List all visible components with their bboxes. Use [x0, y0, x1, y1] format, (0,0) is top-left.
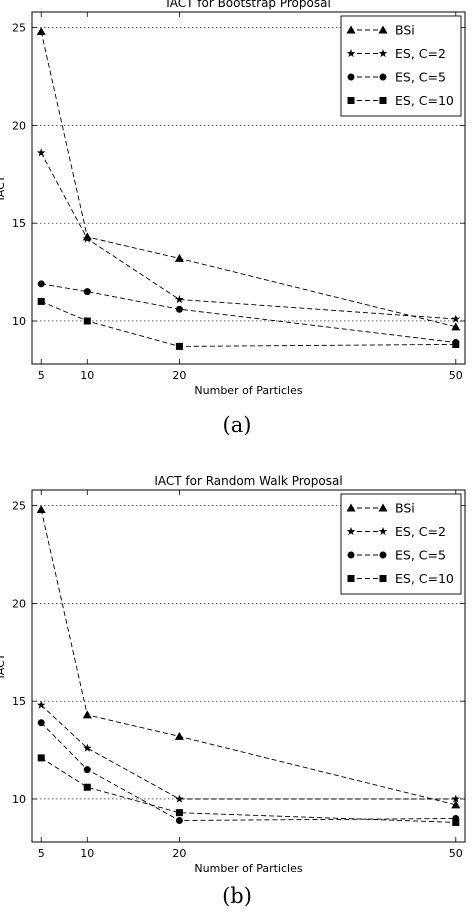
chart-a-point-s2-1 — [83, 288, 91, 296]
chart-b-series-line-0 — [40, 509, 456, 806]
chart-a-title: IACT for Bootstrap Proposal — [166, 0, 331, 10]
chart-a-legend-label-2: ES, C=5 — [395, 70, 446, 85]
chart-b-point-s3-0 — [37, 754, 45, 762]
chart-a-xtick-label-50: 50 — [449, 369, 463, 382]
chart-b-legend-label-2: ES, C=5 — [395, 548, 446, 563]
caption-a: (a) — [222, 413, 252, 437]
chart-a-ylabel: IACT — [0, 175, 7, 200]
chart-b-point-s0-2 — [174, 731, 184, 740]
chart-a-legend-marker-a-0 — [346, 25, 356, 34]
chart-a-point-s2-2 — [175, 305, 183, 313]
chart-b-point-s0-3 — [451, 800, 461, 809]
chart-b-xtick-label-10: 10 — [80, 847, 94, 860]
chart-b-legend-box — [340, 493, 462, 595]
chart-a-point-s1-1 — [83, 234, 92, 243]
chart-a-plot-frame — [31, 11, 466, 365]
chart-a-point-s2-0 — [37, 280, 45, 288]
chart-a-legend-marker-b-2 — [379, 73, 387, 81]
chart-a-ytick-label-15: 15 — [12, 217, 26, 230]
chart-b-legend-marker-b-1 — [378, 527, 388, 536]
chart-a-point-s3-2 — [175, 342, 183, 350]
chart-a-xtick-label-5: 5 — [38, 369, 45, 382]
chart-a-xtick-label-10: 10 — [80, 369, 94, 382]
chart-b-point-s1-0 — [36, 700, 46, 709]
chart-b-legend-label-0: BSi — [395, 501, 415, 516]
figure-a: 10 15 20 25 5 10 20 50 IACT for Bootstrap Propos… — [0, 0, 474, 452]
chart-a-ytick-label-25: 25 — [12, 22, 26, 35]
chart-b-ytick-label-20: 20 — [12, 597, 26, 610]
chart-b-legend-marker-a-1 — [346, 527, 356, 536]
chart-a-ytick-label-20: 20 — [12, 119, 26, 132]
chart-b-ylabel: IACT — [0, 653, 7, 678]
chart-a-series-line-2 — [41, 283, 456, 343]
chart-b-point-s0-0 — [36, 505, 46, 514]
chart-a-point-s1-3 — [451, 314, 461, 323]
chart-a-legend-marker-a-3 — [347, 97, 355, 104]
chart-b-point-s1-1 — [83, 743, 92, 752]
chart-a-legend-marker-b-1 — [378, 49, 388, 58]
chart-b-legend-label-3: ES, C=10 — [395, 571, 454, 586]
chart-a-xlabel: Number of Particles — [194, 384, 302, 397]
chart-b-title: IACT for Random Walk Proposal — [154, 474, 342, 488]
chart-a-point-s3-0 — [37, 297, 45, 305]
caption-b: (b) — [222, 884, 252, 908]
chart-b-legend-marker-b-3 — [379, 575, 387, 582]
chart-a-legend-marker-a-2 — [347, 73, 355, 81]
chart-b-xtick-label-20: 20 — [172, 847, 186, 860]
chart-a-legend-label-0: BSi — [395, 23, 415, 38]
chart-a-legend-label-1: ES, C=2 — [395, 46, 446, 61]
chart-a-point-s0-3 — [451, 322, 461, 331]
chart-b-point-s1-2 — [175, 794, 184, 803]
chart-b-legend-marker-a-0 — [346, 503, 356, 512]
chart-b-legend-marker-b-2 — [379, 551, 387, 559]
chart-b-point-s2-2 — [175, 816, 183, 824]
chart-a-ytick-label-10: 10 — [12, 315, 26, 328]
chart-b-point-s3-2 — [175, 809, 183, 817]
chart-a-series-line-3 — [41, 300, 456, 347]
chart-b-legend-marker-a-3 — [347, 575, 355, 582]
chart-b-point-s1-3 — [451, 794, 461, 803]
chart-a-point-s3-1 — [83, 317, 91, 325]
chart-a-point-s0-2 — [174, 253, 184, 262]
chart-b-ytick-label-25: 25 — [12, 500, 26, 513]
chart-b-series-line-2 — [40, 722, 456, 821]
chart-b-series-line-3 — [40, 757, 456, 823]
chart-a-bootstrap: 10 15 20 25 5 10 20 50 IACT for Bootstrap Propos… — [0, 0, 466, 397]
chart-a-xtick-label-20: 20 — [172, 369, 186, 382]
chart-a-legend-marker-b-0 — [378, 25, 388, 34]
chart-b-point-s0-1 — [82, 710, 92, 719]
chart-a-legend-label-3: ES, C=10 — [395, 93, 454, 108]
chart-b-point-s2-1 — [83, 766, 91, 774]
chart-a-legend-box — [340, 15, 462, 117]
chart-a-series-line-1 — [40, 152, 456, 320]
chart-b-point-s3-1 — [83, 783, 91, 791]
chart-a-series-line-0 — [40, 31, 456, 328]
chart-b-point-s2-0 — [37, 719, 45, 727]
chart-b-plot-frame — [31, 489, 466, 843]
chart-b-legend-marker-a-2 — [347, 551, 355, 559]
chart-b-ytick-label-15: 15 — [12, 695, 26, 708]
chart-b-series-line-1 — [40, 704, 456, 800]
chart-b-xlabel: Number of Particles — [194, 862, 302, 875]
chart-a-point-s0-0 — [36, 27, 46, 36]
chart-a-point-s1-0 — [36, 148, 46, 157]
chart-a-point-s1-2 — [175, 294, 184, 304]
chart-a-legend-marker-b-3 — [379, 97, 387, 104]
chart-b-point-s3-3 — [452, 818, 460, 826]
chart-b-xtick-label-50: 50 — [449, 847, 463, 860]
chart-a-point-s3-3 — [452, 340, 460, 348]
chart-b-xtick-label-5: 5 — [38, 847, 45, 860]
chart-a-legend-marker-a-1 — [346, 49, 356, 58]
chart-b-legend-marker-b-0 — [378, 503, 388, 512]
figure-b: 10 15 20 25 5 10 20 50 IACT for Random Walk Prop… — [0, 452, 474, 914]
chart-b-ytick-label-10: 10 — [12, 793, 26, 806]
chart-b-legend-label-1: ES, C=2 — [395, 524, 446, 539]
chart-b-random-walk: 10 15 20 25 5 10 20 50 IACT for Random Walk Prop… — [0, 474, 466, 875]
